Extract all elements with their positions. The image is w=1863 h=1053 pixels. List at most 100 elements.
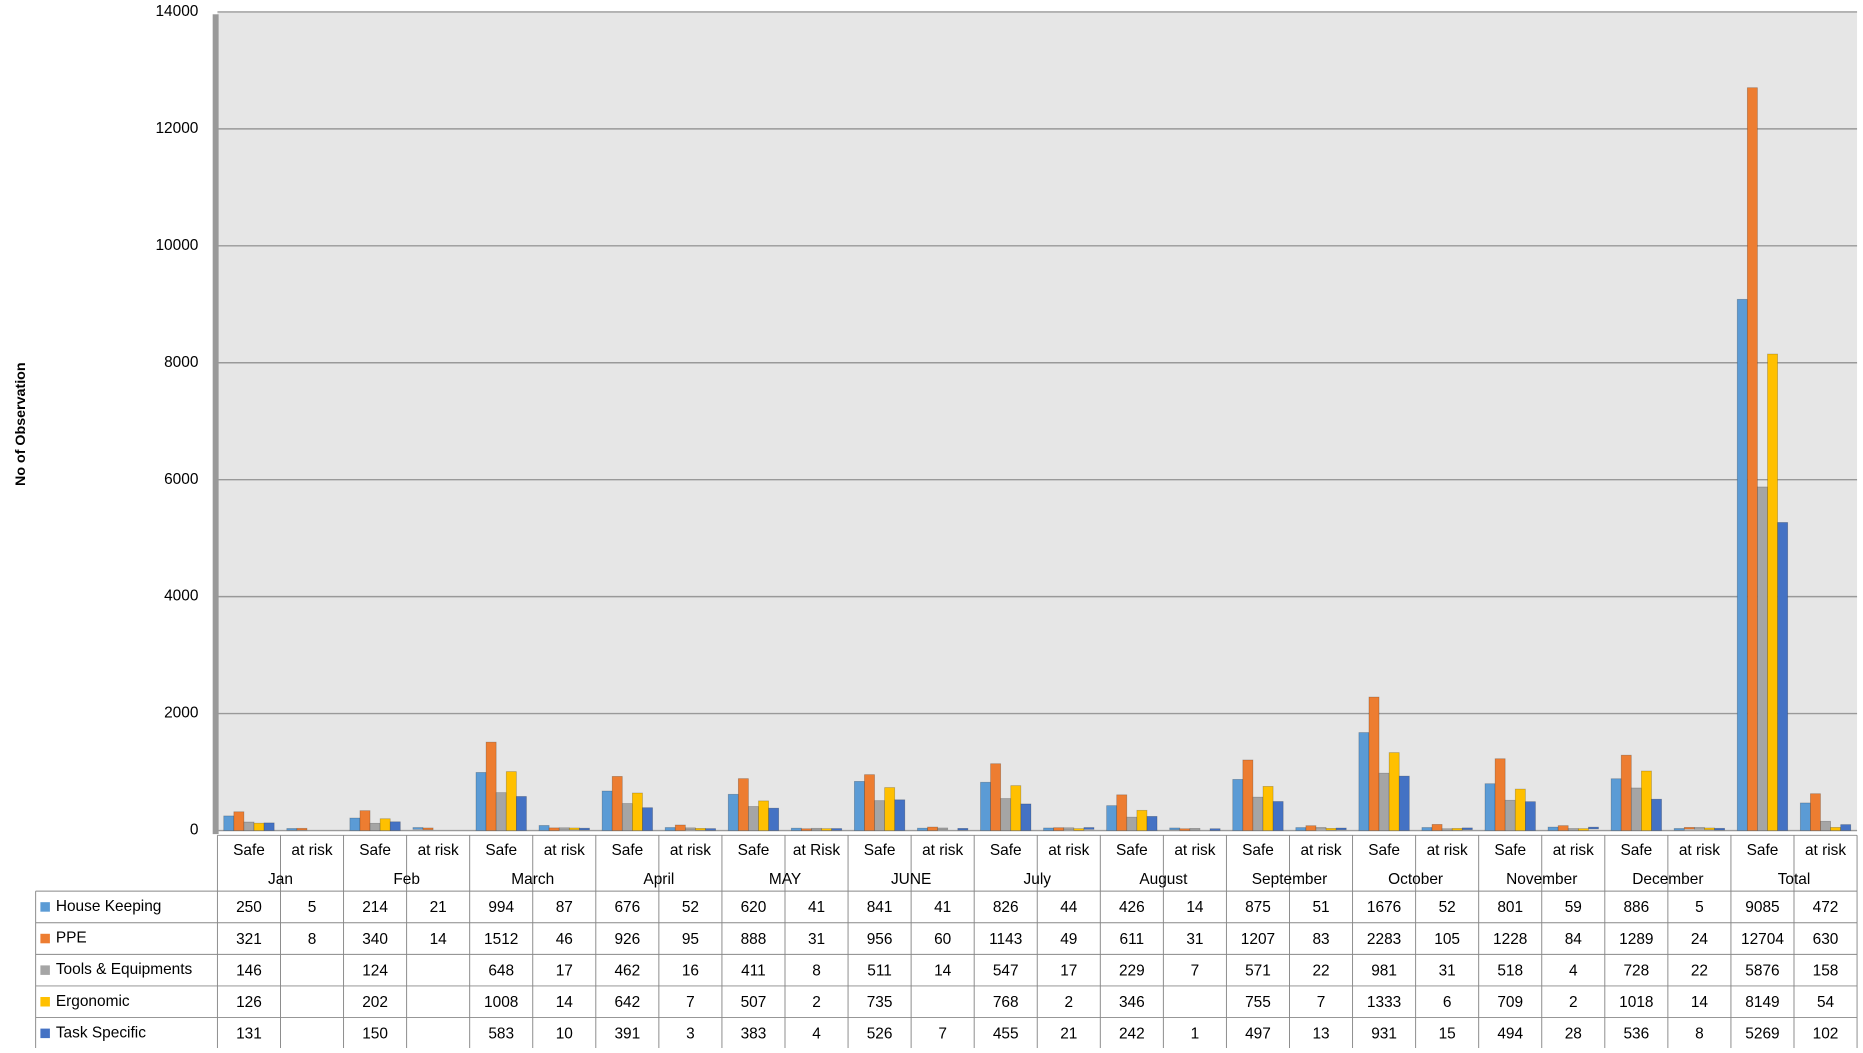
bar bbox=[253, 822, 265, 831]
bar bbox=[1694, 827, 1705, 830]
bar bbox=[1000, 798, 1012, 831]
y-tick-label: 10000 bbox=[155, 237, 198, 254]
bar bbox=[538, 825, 550, 831]
x-tick-label: at risk bbox=[1427, 842, 1468, 859]
table-cell: 14 bbox=[1691, 994, 1709, 1011]
table-cell: 994 bbox=[488, 899, 514, 916]
x-group-label: March bbox=[511, 871, 554, 888]
table-cell: 60 bbox=[934, 931, 951, 948]
bar bbox=[1746, 87, 1758, 831]
bar bbox=[980, 781, 991, 831]
x-group-label: August bbox=[1139, 871, 1188, 888]
plot-area bbox=[217, 11, 1858, 831]
x-group-label: Total bbox=[1778, 871, 1811, 888]
bar bbox=[1421, 827, 1433, 831]
x-group-label: December bbox=[1632, 871, 1703, 888]
legend-label: House Keeping bbox=[56, 898, 162, 915]
table-cell: 59 bbox=[1565, 899, 1582, 916]
table-cell: 83 bbox=[1312, 931, 1329, 948]
bar bbox=[1335, 827, 1347, 831]
table-cell: 41 bbox=[808, 899, 825, 916]
bar bbox=[1683, 826, 1695, 830]
bar bbox=[1232, 779, 1244, 831]
table-cell: 31 bbox=[808, 931, 825, 948]
table-cell: 16 bbox=[682, 962, 699, 979]
table-cell: 411 bbox=[741, 962, 766, 979]
table-cell: 49 bbox=[1060, 931, 1077, 948]
table-cell: 801 bbox=[1497, 899, 1523, 916]
table-cell: 158 bbox=[1813, 962, 1839, 979]
x-tick-label: at risk bbox=[1300, 842, 1341, 859]
table-cell: 44 bbox=[1060, 899, 1078, 916]
x-tick-label: at risk bbox=[1805, 842, 1846, 859]
table-cell: 2 bbox=[1569, 994, 1578, 1011]
table-cell: 620 bbox=[741, 899, 767, 916]
bar bbox=[1315, 827, 1327, 830]
table-cell: 46 bbox=[556, 931, 573, 948]
bar bbox=[917, 827, 928, 831]
table-cell: 24 bbox=[1691, 931, 1709, 948]
table-cell: 214 bbox=[362, 899, 388, 916]
table-cell: 51 bbox=[1312, 899, 1329, 916]
bar bbox=[957, 827, 969, 831]
table-cell: 321 bbox=[236, 931, 262, 948]
table-cell: 5 bbox=[1695, 899, 1704, 916]
table-cell: 4 bbox=[812, 1026, 821, 1043]
table-cell: 131 bbox=[236, 1026, 262, 1043]
table-cell: 7 bbox=[938, 1026, 947, 1043]
table-cell: 31 bbox=[1439, 962, 1456, 979]
bar bbox=[864, 774, 875, 831]
bar bbox=[1398, 775, 1410, 831]
bar bbox=[1757, 486, 1768, 831]
table-cell: 507 bbox=[741, 994, 767, 1011]
x-tick-label: at risk bbox=[291, 842, 332, 859]
axis-wall bbox=[212, 14, 219, 835]
legend-label: Tools & Equipments bbox=[56, 961, 193, 978]
bar bbox=[485, 741, 497, 831]
bar bbox=[1169, 827, 1181, 831]
bar bbox=[894, 799, 906, 831]
table-cell: 102 bbox=[1813, 1026, 1839, 1043]
table-cell: 87 bbox=[556, 899, 573, 916]
table-cell: 7 bbox=[1191, 962, 1200, 979]
table-cell: 1008 bbox=[484, 994, 518, 1011]
table-cell: 41 bbox=[934, 899, 951, 916]
table-cell: 4 bbox=[1569, 962, 1578, 979]
bar bbox=[1189, 827, 1201, 831]
bar bbox=[1767, 353, 1778, 831]
table-cell: 2 bbox=[812, 994, 821, 1011]
bar bbox=[1651, 798, 1662, 831]
table-cell: 472 bbox=[1813, 899, 1839, 916]
table-cell: 250 bbox=[236, 899, 262, 916]
table-cell: 22 bbox=[1312, 962, 1329, 979]
bar bbox=[1106, 805, 1118, 831]
bar bbox=[611, 776, 623, 831]
table-cell: 8149 bbox=[1745, 994, 1779, 1011]
bar bbox=[1136, 809, 1148, 831]
x-group-label: October bbox=[1388, 871, 1443, 888]
bar bbox=[495, 792, 507, 831]
table-cell: 494 bbox=[1497, 1026, 1523, 1043]
table-cell: 583 bbox=[488, 1026, 514, 1043]
table-cell: 630 bbox=[1813, 931, 1839, 948]
bar bbox=[695, 827, 706, 831]
bar bbox=[1514, 788, 1526, 831]
bar bbox=[286, 828, 298, 831]
bar bbox=[705, 828, 716, 831]
table-cell: 14 bbox=[556, 994, 574, 1011]
table-cell: 497 bbox=[1245, 1026, 1271, 1043]
legend-swatch bbox=[40, 933, 50, 944]
table-cell: 2 bbox=[1064, 994, 1073, 1011]
table-cell: 7 bbox=[686, 994, 695, 1011]
bar bbox=[821, 828, 833, 831]
table-cell: 755 bbox=[1245, 994, 1271, 1011]
table-cell: 15 bbox=[1439, 1026, 1456, 1043]
bar bbox=[1295, 827, 1307, 831]
bar bbox=[758, 800, 769, 831]
table-cell: 676 bbox=[614, 899, 640, 916]
bar bbox=[422, 827, 434, 831]
table-cell: 383 bbox=[741, 1026, 767, 1043]
table-cell: 426 bbox=[1119, 899, 1145, 916]
bar bbox=[1461, 827, 1473, 831]
